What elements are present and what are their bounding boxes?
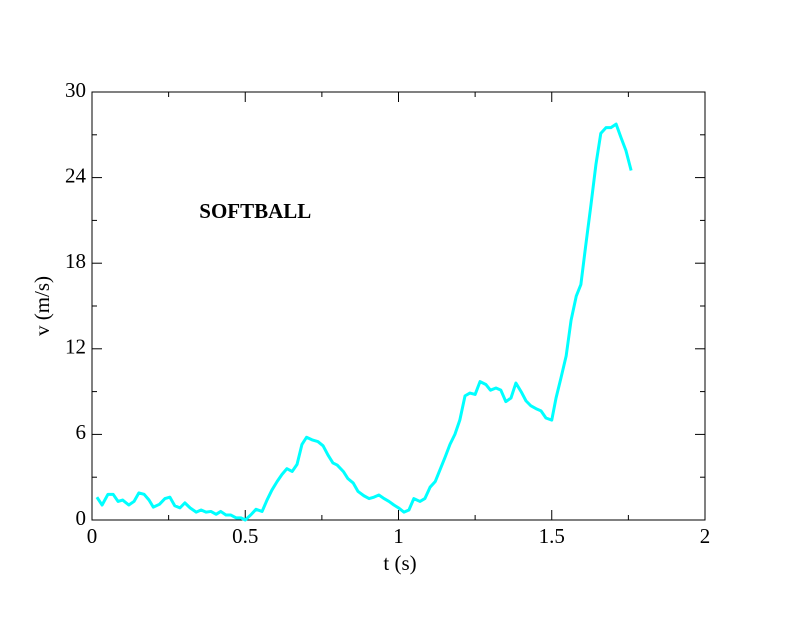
x-tick-label: 2 (700, 524, 711, 548)
x-tick-label: 0.5 (232, 524, 258, 548)
x-axis-label: t (s) (383, 551, 416, 575)
x-tick-label: 1.5 (539, 524, 565, 548)
x-tick-label: 1 (393, 524, 404, 548)
y-tick-label: 6 (76, 420, 87, 444)
y-tick-label: 24 (65, 163, 87, 187)
x-tick-label: 0 (87, 524, 98, 548)
y-tick-label: 18 (65, 249, 86, 273)
annotation: SOFTBALL (199, 199, 311, 223)
y-tick-label: 0 (76, 506, 87, 530)
data-line (95, 122, 633, 522)
plot-frame (91, 91, 706, 521)
y-tick-label: 12 (65, 335, 86, 359)
y-tick-label: 30 (65, 78, 86, 102)
y-axis-label: v (m/s) (30, 276, 54, 336)
